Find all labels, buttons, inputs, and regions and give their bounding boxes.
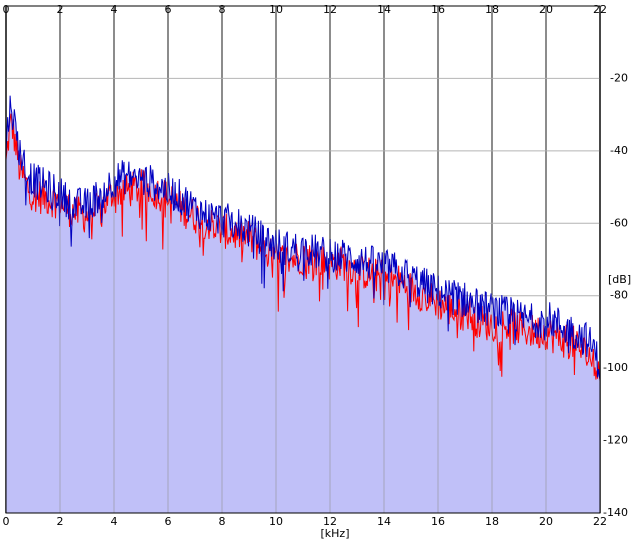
x-tick-label-top: 16 [431,3,445,16]
plot-frame [5,5,601,514]
x-tick-label-top: 10 [269,3,283,16]
x-tick-label-bottom: 10 [269,515,283,528]
x-tick-label-bottom: 8 [219,515,226,528]
series-group [5,6,601,513]
x-tick-label-top: 22 [593,3,607,16]
spectrum-fill-area [6,95,600,513]
x-tick-label-top: 2 [57,3,64,16]
x-tick-label-bottom: 4 [111,515,118,528]
series-line-blue [5,95,601,380]
series-line-red [5,113,601,382]
y-tick-label: -120 [603,434,628,447]
y-tick-label: -80 [610,289,628,302]
x-tick-label-bottom: 18 [485,515,499,528]
x-tick-label-bottom: 20 [539,515,553,528]
x-tick-label-bottom: 6 [165,515,172,528]
x-tick-label-top: 8 [219,3,226,16]
x-tick-label-bottom: 0 [3,515,10,528]
y-tick-labels: -20 -40 -60 -80 -100 -120 -140 [603,71,628,519]
x-tick-label-top: 4 [111,3,118,16]
x-tick-label-bottom: 14 [377,515,391,528]
x-tick-label-top: 0 [3,3,10,16]
x-tick-label-top: 18 [485,3,499,16]
x-tick-label-top: 6 [165,3,172,16]
x-tick-label-bottom: 12 [323,515,337,528]
y-axis-label: [dB] [608,273,631,286]
x-tick-label-top: 20 [539,3,553,16]
x-tick-label-top: 12 [323,3,337,16]
y-tick-label: -40 [610,144,628,157]
y-tick-label: -140 [603,506,628,519]
x-axis-label: [kHz] [321,527,350,540]
x-tick-label-bottom: 22 [593,515,607,528]
y-tick-label: -60 [610,216,628,229]
y-tick-label: -100 [603,361,628,374]
y-tick-label: -20 [610,71,628,84]
x-tick-label-bottom: 2 [57,515,64,528]
x-tick-label-bottom: 16 [431,515,445,528]
x-tick-label-top: 14 [377,3,391,16]
